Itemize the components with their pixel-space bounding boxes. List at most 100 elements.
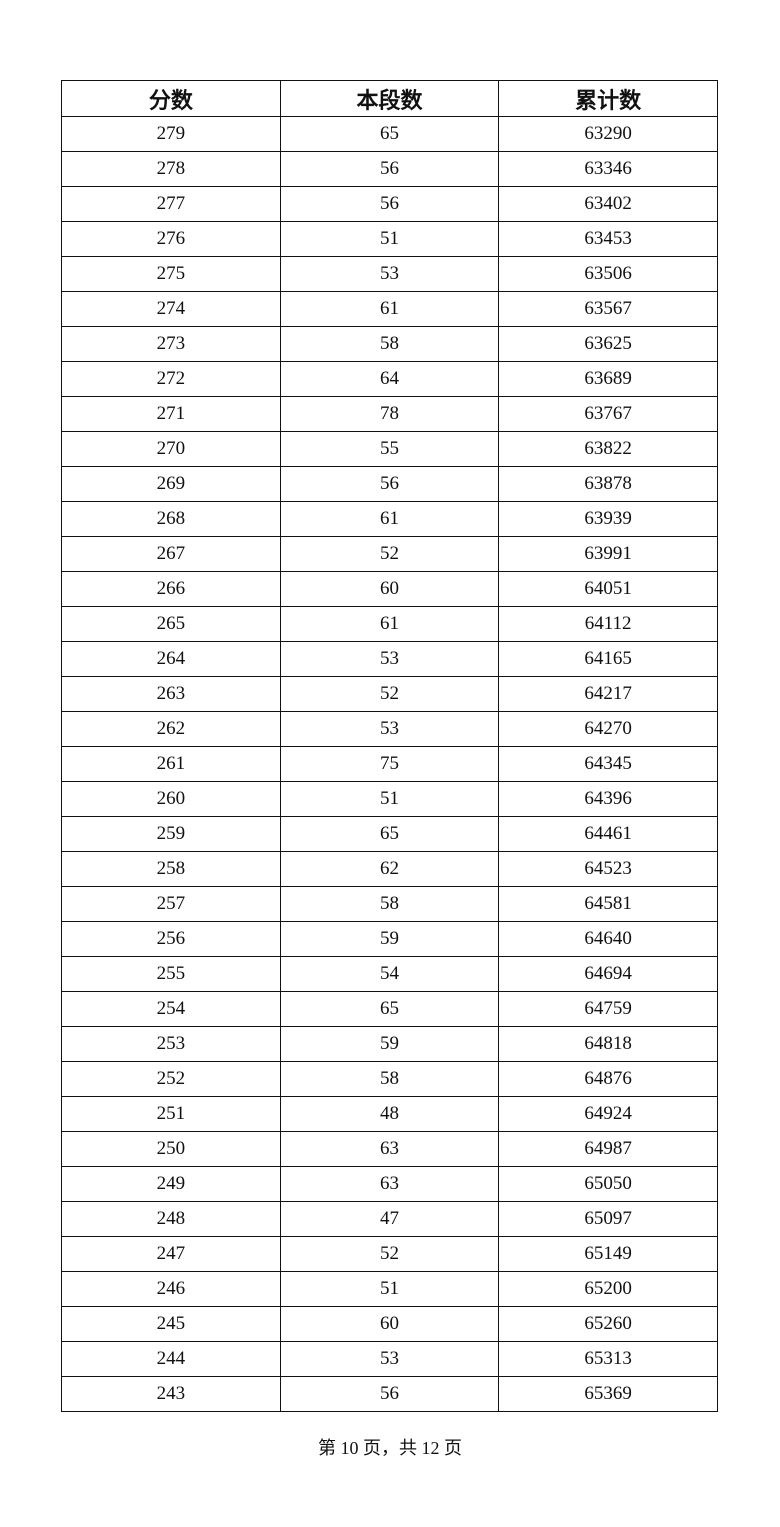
segment-count-cell: 58	[279, 886, 500, 922]
cumulative-count-cell: 64270	[498, 711, 718, 747]
score-table: 分数 本段数 累计数 279 65 63290 278 56 63346 277 56 6340…	[61, 80, 718, 1412]
segment-count-cell: 48	[279, 1096, 500, 1132]
table-row: 273 58 63625	[61, 326, 718, 362]
score-cell: 255	[61, 956, 281, 992]
cumulative-count-cell: 64396	[498, 781, 718, 817]
segment-count-cell: 61	[279, 606, 500, 642]
cumulative-count-cell: 63346	[498, 151, 718, 187]
table-row: 278 56 63346	[61, 151, 718, 187]
cumulative-count-cell: 63290	[498, 116, 718, 152]
segment-count-cell: 51	[279, 1271, 500, 1307]
table-row: 252 58 64876	[61, 1061, 718, 1097]
table-row: 255 54 64694	[61, 956, 718, 992]
segment-count-cell: 53	[279, 1341, 500, 1377]
table-row: 267 52 63991	[61, 536, 718, 572]
score-cell: 243	[61, 1376, 281, 1412]
segment-count-cell: 60	[279, 571, 500, 607]
score-cell: 269	[61, 466, 281, 502]
score-cell: 273	[61, 326, 281, 362]
segment-count-cell: 56	[279, 151, 500, 187]
table-row: 256 59 64640	[61, 921, 718, 957]
table-row: 250 63 64987	[61, 1131, 718, 1167]
table-row: 260 51 64396	[61, 781, 718, 817]
table-row: 254 65 64759	[61, 991, 718, 1027]
score-cell: 264	[61, 641, 281, 677]
score-cell: 253	[61, 1026, 281, 1062]
segment-count-cell: 53	[279, 256, 500, 292]
table-row: 249 63 65050	[61, 1166, 718, 1202]
segment-count-cell: 53	[279, 641, 500, 677]
table-row: 279 65 63290	[61, 116, 718, 152]
table-row: 247 52 65149	[61, 1236, 718, 1272]
cumulative-count-cell: 63453	[498, 221, 718, 257]
score-cell: 259	[61, 816, 281, 852]
cumulative-count-cell: 63402	[498, 186, 718, 222]
cumulative-count-cell: 64924	[498, 1096, 718, 1132]
cumulative-count-cell: 64051	[498, 571, 718, 607]
score-cell: 277	[61, 186, 281, 222]
segment-count-cell: 65	[279, 816, 500, 852]
cumulative-count-cell: 64759	[498, 991, 718, 1027]
table-row: 266 60 64051	[61, 571, 718, 607]
cumulative-count-cell: 63939	[498, 501, 718, 537]
score-cell: 251	[61, 1096, 281, 1132]
cumulative-count-cell: 64987	[498, 1131, 718, 1167]
score-cell: 274	[61, 291, 281, 327]
segment-count-cell: 52	[279, 1236, 500, 1272]
score-cell: 275	[61, 256, 281, 292]
table-row: 258 62 64523	[61, 851, 718, 887]
table-row: 269 56 63878	[61, 466, 718, 502]
segment-count-cell: 59	[279, 1026, 500, 1062]
table-row: 268 61 63939	[61, 501, 718, 537]
score-cell: 276	[61, 221, 281, 257]
cumulative-count-cell: 64876	[498, 1061, 718, 1097]
score-cell: 272	[61, 361, 281, 397]
table-row: 270 55 63822	[61, 431, 718, 467]
segment-count-cell: 65	[279, 116, 500, 152]
segment-count-cell: 64	[279, 361, 500, 397]
cumulative-count-cell: 64523	[498, 851, 718, 887]
table-row: 275 53 63506	[61, 256, 718, 292]
table-row: 246 51 65200	[61, 1271, 718, 1307]
score-cell: 258	[61, 851, 281, 887]
table-row: 261 75 64345	[61, 746, 718, 782]
table-row: 251 48 64924	[61, 1096, 718, 1132]
score-cell: 263	[61, 676, 281, 712]
segment-count-cell: 63	[279, 1166, 500, 1202]
cumulative-count-cell: 63767	[498, 396, 718, 432]
score-cell: 244	[61, 1341, 281, 1377]
header-row: 分数 本段数 累计数	[61, 80, 718, 117]
cumulative-count-cell: 64112	[498, 606, 718, 642]
table-row: 257 58 64581	[61, 886, 718, 922]
header-segment-count: 本段数	[279, 80, 500, 117]
segment-count-cell: 54	[279, 956, 500, 992]
table-row: 272 64 63689	[61, 361, 718, 397]
cumulative-count-cell: 63689	[498, 361, 718, 397]
segment-count-cell: 61	[279, 291, 500, 327]
score-cell: 247	[61, 1236, 281, 1272]
segment-count-cell: 59	[279, 921, 500, 957]
segment-count-cell: 56	[279, 186, 500, 222]
table-row: 264 53 64165	[61, 641, 718, 677]
score-cell: 271	[61, 396, 281, 432]
table-row: 271 78 63767	[61, 396, 718, 432]
segment-count-cell: 75	[279, 746, 500, 782]
cumulative-count-cell: 64818	[498, 1026, 718, 1062]
table-row: 259 65 64461	[61, 816, 718, 852]
cumulative-count-cell: 64461	[498, 816, 718, 852]
score-cell: 266	[61, 571, 281, 607]
segment-count-cell: 53	[279, 711, 500, 747]
score-cell: 250	[61, 1131, 281, 1167]
cumulative-count-cell: 65149	[498, 1236, 718, 1272]
segment-count-cell: 61	[279, 501, 500, 537]
table-row: 263 52 64217	[61, 676, 718, 712]
cumulative-count-cell: 65050	[498, 1166, 718, 1202]
header-cumulative-count: 累计数	[498, 80, 718, 117]
score-cell: 265	[61, 606, 281, 642]
segment-count-cell: 78	[279, 396, 500, 432]
table-row: 265 61 64112	[61, 606, 718, 642]
cumulative-count-cell: 63991	[498, 536, 718, 572]
table-row: 253 59 64818	[61, 1026, 718, 1062]
segment-count-cell: 58	[279, 326, 500, 362]
segment-count-cell: 58	[279, 1061, 500, 1097]
